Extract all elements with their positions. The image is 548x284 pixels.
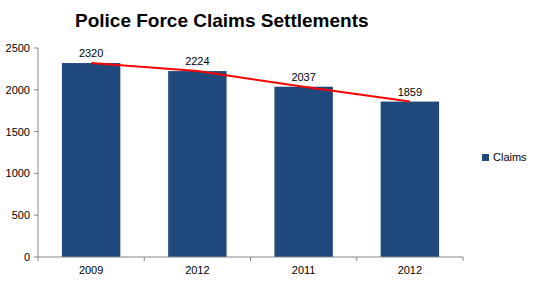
x-tick <box>144 257 145 261</box>
x-tick-label: 2011 <box>292 264 316 276</box>
y-tick <box>34 173 38 174</box>
bar <box>168 71 226 257</box>
data-label: 2037 <box>291 71 315 83</box>
chart-svg: Police Force Claims Settlements 0 500 1000 1… <box>0 0 548 284</box>
bar <box>381 102 439 257</box>
y-tick-label: 2000 <box>6 84 30 96</box>
data-labels: 2320 2224 2037 1859 <box>79 47 422 98</box>
data-label: 2224 <box>185 55 209 67</box>
x-tick <box>356 257 357 261</box>
y-tick-label: 1000 <box>6 167 30 179</box>
x-tick <box>250 257 251 261</box>
x-tick-label: 2009 <box>79 264 103 276</box>
data-label: 2320 <box>79 47 103 59</box>
x-tick <box>463 257 464 261</box>
x-tick <box>38 257 39 261</box>
y-tick-label: 0 <box>24 251 30 263</box>
bar <box>274 87 332 257</box>
data-label: 1859 <box>398 86 422 98</box>
x-tick-label: 2012 <box>185 264 209 276</box>
chart-container: Police Force Claims Settlements 0 500 1000 1… <box>0 0 548 284</box>
y-tick <box>34 48 38 49</box>
y-tick <box>34 131 38 132</box>
legend-swatch <box>482 154 489 161</box>
y-tick-label: 1500 <box>6 126 30 138</box>
y-tick <box>34 89 38 90</box>
bar <box>62 63 120 257</box>
y-tick <box>34 215 38 216</box>
plot-marks <box>62 63 439 257</box>
x-tick-label: 2012 <box>398 264 422 276</box>
chart-title: Police Force Claims Settlements <box>75 10 369 31</box>
y-axis <box>38 48 39 257</box>
y-tick <box>34 257 38 258</box>
trend-line <box>91 63 410 102</box>
y-tick-label: 500 <box>12 209 30 221</box>
y-tick-label: 2500 <box>6 42 30 54</box>
legend-label: Claims <box>493 151 527 163</box>
